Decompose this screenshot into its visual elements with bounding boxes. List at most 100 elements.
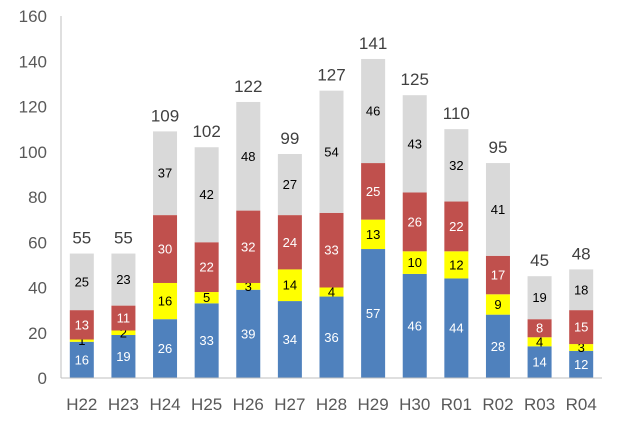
data-label: 43 [407,136,421,151]
data-label: 46 [366,104,380,119]
bar-segment [153,131,178,216]
y-tick-label: 80 [28,188,47,207]
data-label: 12 [449,257,463,272]
data-label: 9 [494,297,501,312]
data-label: 33 [199,333,213,348]
total-label: 45 [530,251,549,270]
total-label: 48 [572,244,591,263]
bar-segment [485,294,510,315]
data-label: 25 [366,184,380,199]
data-label: 28 [491,339,505,354]
bar-segment [527,319,552,338]
x-tick-label: R04 [566,395,597,414]
bar-segment [361,163,386,220]
bar-segment [569,310,594,345]
bar-segment [153,215,178,283]
bar-segment [527,337,552,347]
data-label: 3 [578,340,585,355]
total-label: 99 [280,129,299,148]
bar-group-H23: 19 211 23 55 [111,229,136,378]
data-label: 44 [449,321,463,336]
bar-segment [485,163,510,256]
bar-segment [111,305,136,331]
bar-segment [319,296,344,378]
bar-group-H30: 46 10 26 43 125 [401,70,429,378]
data-label: 15 [574,320,588,335]
x-tick-label: R02 [482,395,513,414]
data-label: 4 [536,334,543,349]
x-tick-label: H27 [274,395,305,414]
bar-segment [569,350,594,378]
total-label: 127 [317,66,345,85]
data-label: 22 [199,260,213,275]
data-label: 14 [283,278,297,293]
data-label: 16 [158,294,172,309]
bar-segment [319,212,344,288]
x-axis-ticks: H22 H23 H24 H25 H26 H27 H28 H29 H30 R01 R02 R03 R04 [66,395,597,414]
data-label: 8 [536,321,543,336]
bar-group-R02: 28 9 17 41 95 [485,138,510,378]
bar-segment [111,330,136,336]
bar-segment [444,129,469,202]
bar-group-R01: 44 12 22 32 110 [443,104,470,378]
x-tick-label: H25 [191,395,222,414]
bar-group-H29: 57 13 25 46 141 [359,34,387,378]
bar-segment [69,341,94,378]
bar-segment [69,339,94,342]
y-tick-label: 100 [19,143,47,162]
data-label: 12 [574,357,588,372]
bar-group-H28: 36 4 33 54 127 [317,66,346,378]
y-tick-label: 40 [28,279,47,298]
total-label: 55 [114,229,133,248]
data-label: 16 [75,352,89,367]
bar-segment [485,255,510,295]
bar-segment [194,242,219,293]
bar-segment [569,344,594,351]
bar-segment [402,95,427,193]
bar-segment [153,282,178,320]
bar-segment [485,314,510,378]
data-label: 10 [407,255,421,270]
data-label: 2 [120,325,127,340]
y-tick-label: 160 [19,7,47,26]
total-label: 110 [443,104,470,123]
bar-segment [194,303,219,378]
data-label: 34 [283,332,297,347]
bar-segment [111,253,136,306]
data-label: 39 [241,326,255,341]
bar-segment [194,147,219,243]
y-tick-label: 140 [19,52,47,71]
y-tick-label: 20 [28,324,47,343]
total-label: 102 [192,122,220,141]
data-label: 3 [245,279,252,294]
bar-segment [236,210,261,283]
total-label: 141 [359,34,387,53]
bar-segment [277,154,302,216]
bar-segment [319,287,344,297]
y-axis-ticks: 0 20 40 60 80 100 120 140 160 [19,7,47,388]
bar-group-R04: 12 3 15 18 48 [569,244,594,378]
data-label: 23 [116,272,130,287]
bar-segment [111,335,136,378]
bar-segment [444,278,469,378]
bar-segment [402,273,427,378]
data-label: 42 [199,187,213,202]
bar-segment [277,301,302,378]
y-tick-label: 120 [19,98,47,117]
bar-segment [236,289,261,378]
bar-segment [361,249,386,378]
bar-segment [194,292,219,304]
bar-segment [527,276,552,320]
data-label: 5 [203,290,210,305]
bar-segment [361,219,386,250]
total-label: 122 [234,77,262,96]
bar-segment [527,346,552,378]
bar-segment [277,215,302,270]
bar-segment [236,282,261,290]
x-tick-label: H24 [149,395,180,414]
data-label: 46 [407,318,421,333]
data-label: 17 [491,268,505,283]
data-label: 14 [532,355,546,370]
bar-segment [153,319,178,378]
